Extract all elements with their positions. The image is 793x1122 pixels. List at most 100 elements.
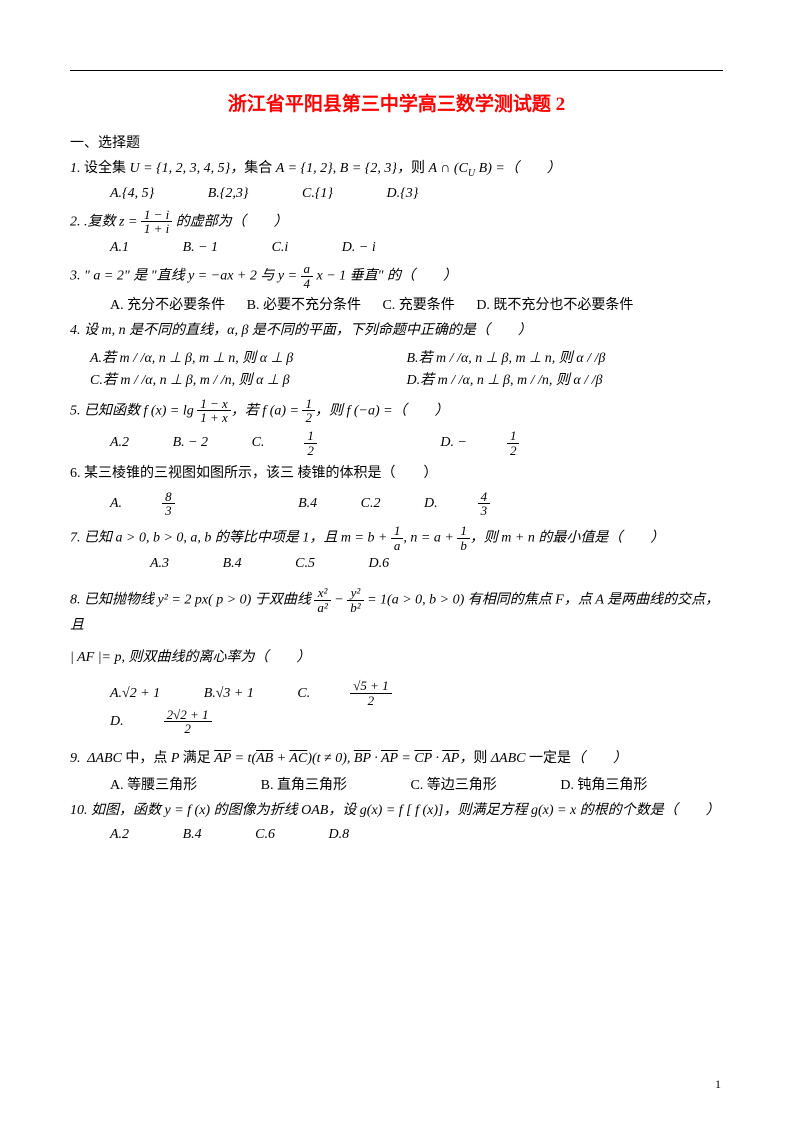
question-10: 10. 如图，函数 y = f (x) 的图像为折线 OAB，设 g(x) = … [70,800,723,822]
question-1: 1. 设全集 U = {1, 2, 3, 4, 5}，集合 A = {1, 2}… [70,158,723,182]
q5-opt-c: C. 12 [252,429,397,457]
q5-opt-d: D. − 12 [440,429,599,457]
q8-opt-a: A.√2 + 1 [110,686,160,702]
q3-opt-d: D. 既不充分也不必要条件 [476,298,633,313]
q10-opt-c: C.6 [255,827,275,843]
q4-opt-a: A.若 m / /α, n ⊥ β, m ⊥ n, 则 α ⊥ β [90,347,407,367]
q5-num: 1 − x [197,397,231,412]
q5c-pre: C. [252,435,265,451]
q7-opt-d: D.6 [368,556,389,572]
q6a-den: 3 [162,504,175,518]
q8-opt-d: D. 2√2 + 12 [110,708,292,736]
q2-z: z = [119,214,141,229]
q9-opt-d: D. 钝角三角形 [560,774,647,794]
q2-suffix: 的虚部为（ ） [172,214,288,229]
q6-opt-a: A. 83 [110,490,255,518]
question-8: 8. 已知抛物线 y² = 2 px( p > 0) 于双曲线 x²a² − y… [70,586,723,637]
q5-mid: ，若 f (a) = [231,403,303,418]
q3-num: a [301,262,314,277]
q5-opt-a: A.2 [110,435,129,451]
question-3-options: A. 充分不必要条件 B. 必要不充分条件 C. 充要条件 D. 既不充分也不必… [110,294,723,314]
q1-opt-c: C.{1} [302,186,333,202]
q6-opt-c: C.2 [361,496,381,512]
q3-opt-a: A. 充分不必要条件 [110,298,225,313]
question-8-options: A.√2 + 1 B.√3 + 1 C.√5 + 12 D.2√2 + 12 [110,679,723,736]
question-4-options: A.若 m / /α, n ⊥ β, m ⊥ n, 则 α ⊥ β B.若 m … [90,347,723,391]
q2-num: 1 − i [141,208,172,223]
q8-opt-b: B.√3 + 1 [204,686,254,702]
question-7: 7. 已知 a > 0, b > 0, a, b 的等比中项是 1，且 m = … [70,524,723,552]
page-title: 浙江省平阳县第三中学高三数学测试题 2 [70,89,723,116]
q8-t1d: a² [314,601,330,615]
q9-opt-a: A. 等腰三角形 [110,774,197,794]
question-8-line2: | AF |= p, 则双曲线的离心率为（ ） [70,647,723,669]
question-3: 3. " a = 2" 是 "直线 y = −ax + 2 与 y = a4 x… [70,262,723,290]
question-2: 2. .复数 z = 1 − i1 + i 的虚部为（ ） [70,208,723,236]
q7-opt-c: C.5 [295,556,315,572]
q6d-num: 4 [478,490,491,505]
q5-prefix: 5. 已知函数 f (x) = lg [70,403,197,418]
q7-suffix: ，则 m + n 的最小值是（ ） [470,530,665,545]
q5-den2: 2 [302,411,315,425]
q8-t2n: y² [347,586,363,601]
q8d-pre: D. [110,714,124,730]
q5c-den: 2 [304,444,317,458]
q2-den: 1 + i [141,222,172,236]
q8c-pre: C. [297,686,310,702]
q3-prefix: 3. " a = 2" 是 "直线 y = −ax + 2 与 y = [70,268,301,283]
q8d-den: 2 [164,722,212,736]
q5c-num: 1 [304,429,317,444]
q4-opt-b: B.若 m / /α, n ⊥ β, m ⊥ n, 则 α / /β [407,347,724,367]
question-6: 6. 某三棱锥的三视图如图所示，该三 棱锥的体积是（ ） [70,463,723,485]
q6d-pre: D. [424,496,438,512]
q4-opt-c: C.若 m / /α, n ⊥ β, m / /n, 则 α ⊥ β [90,369,407,389]
q1-opt-a: A.{4, 5} [110,186,154,202]
q3-suffix: x − 1 垂直" 的（ ） [313,268,457,283]
question-2-options: A.1 B. − 1 C.i D. − i [110,240,723,256]
question-9-options: A. 等腰三角形 B. 直角三角形 C. 等边三角形 D. 钝角三角形 [110,774,723,794]
q6-opt-b: B.4 [298,496,317,512]
q7-num: 1 [391,524,404,539]
q8c-den: 2 [350,694,391,708]
q7-den2: b [457,539,470,553]
q8-t2d: b² [347,601,363,615]
q4-opt-d: D.若 m / /α, n ⊥ β, m / /n, 则 α / /β [407,369,724,389]
q7-opt-a: A.3 [150,556,169,572]
q8-t1n: x² [314,586,330,601]
q3-den: 4 [301,277,314,291]
question-7-options: A.3 B.4 C.5 D.6 [150,556,723,572]
section-header: 一、选择题 [70,132,723,152]
q6a-pre: A. [110,496,122,512]
q8-opt-c: C. √5 + 12 [297,679,471,707]
q1-opt-b: B.{2,3} [208,186,249,202]
question-9: 9. ΔABC 中，点 P 满足 AP = t(AB + AC)(t ≠ 0),… [70,748,723,770]
question-5-options: A.2 B. − 2 C.12 D. − 12 [110,429,723,457]
q2-opt-b: B. − 1 [183,240,219,256]
q2-opt-a: A.1 [110,240,129,256]
q7-num2: 1 [457,524,470,539]
q5-suffix: ，则 f (−a) =（ ） [315,403,449,418]
q5d-pre: D. − [440,435,467,451]
q6-opt-d: D.43 [424,490,570,518]
q8c-num: √5 + 1 [350,679,391,694]
q2-prefix: 2. .复数 [70,214,119,229]
q5d-num: 1 [507,429,520,444]
page-number: 1 [715,1077,721,1092]
q7-prefix: 7. 已知 a > 0, b > 0, a, b 的等比中项是 1，且 m = … [70,530,391,545]
q5-num2: 1 [302,397,315,412]
q5-opt-b: B. − 2 [173,435,209,451]
q5-den: 1 + x [197,411,231,425]
q10-opt-d: D.8 [328,827,349,843]
q3-opt-c: C. 充要条件 [382,298,454,313]
q1-opt-d: D.{3} [387,186,419,202]
q6a-num: 8 [162,490,175,505]
q5d-den: 2 [507,444,520,458]
q2-opt-d: D. − i [342,240,376,256]
question-4: 4. 设 m, n 是不同的直线，α, β 是不同的平面，下列命题中正确的是（ … [70,320,723,342]
q7-den: a [391,539,404,553]
question-1-options: A.{4, 5} B.{2,3} C.{1} D.{3} [110,186,723,202]
q7-opt-b: B.4 [223,556,242,572]
header-rule [70,70,723,71]
q8d-num: 2√2 + 1 [164,708,212,723]
q10-opt-b: B.4 [183,827,202,843]
